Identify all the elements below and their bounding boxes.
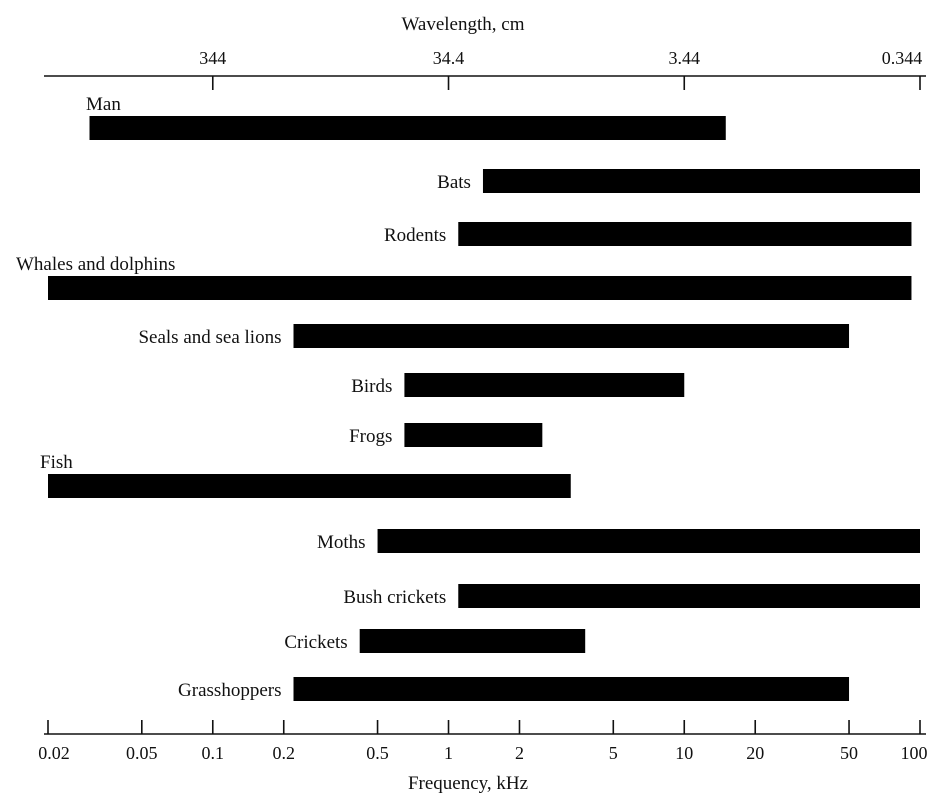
bottom-tick-label: 0.2 <box>272 743 295 763</box>
top-axis-title: Wavelength, cm <box>402 14 525 35</box>
series-label: Grasshoppers <box>178 680 281 701</box>
series-label: Fish <box>40 452 73 473</box>
range-bar <box>377 529 920 553</box>
top-axis-ticks: 344 34.4 3.44 0.344 <box>199 48 922 90</box>
series-label: Seals and sea lions <box>138 327 281 348</box>
top-tick-label: 0.344 <box>882 48 923 68</box>
series-label: Moths <box>317 532 366 553</box>
series-label: Crickets <box>284 632 347 653</box>
range-bar <box>48 474 571 498</box>
bottom-tick-label: 0.5 <box>366 743 389 763</box>
bottom-tick-label: 100 <box>901 743 928 763</box>
bottom-tick-label: 0.05 <box>126 743 158 763</box>
series-label: Whales and dolphins <box>16 254 175 275</box>
range-bar <box>359 629 586 653</box>
bottom-tick-label: 5 <box>609 743 618 763</box>
range-bar <box>293 677 850 701</box>
range-bar <box>293 324 850 348</box>
series-label: Bats <box>437 172 471 193</box>
series-label: Frogs <box>349 426 392 447</box>
bottom-tick-label: 10 <box>675 743 693 763</box>
range-bar <box>458 222 912 246</box>
series-label: Man <box>86 94 121 115</box>
bottom-axis-title: Frequency, kHz <box>408 773 528 794</box>
range-bar <box>89 116 726 140</box>
bottom-tick-label: 0.1 <box>202 743 225 763</box>
bottom-tick-label: 2 <box>515 743 524 763</box>
bars-group: Man Bats Rodents Whales and dolphins Seals a… <box>16 94 920 701</box>
series-label: Rodents <box>384 225 446 246</box>
range-bar <box>48 276 912 300</box>
series-label: Bush crickets <box>343 587 446 608</box>
bottom-tick-label: 1 <box>444 743 453 763</box>
bottom-tick-label: 0.02 <box>38 743 70 763</box>
series-label: Birds <box>351 376 392 397</box>
range-bar <box>404 373 685 397</box>
range-bar <box>482 169 920 193</box>
top-tick-label: 344 <box>199 48 226 68</box>
top-tick-label: 3.44 <box>669 48 701 68</box>
range-bar <box>404 423 543 447</box>
bottom-axis-ticks: 0.02 0.05 0.1 0.2 0.5 1 2 5 10 20 50 100 <box>38 720 928 763</box>
bottom-tick-label: 20 <box>746 743 764 763</box>
top-tick-label: 34.4 <box>433 48 465 68</box>
bottom-tick-label: 50 <box>840 743 858 763</box>
range-bar <box>458 584 920 608</box>
